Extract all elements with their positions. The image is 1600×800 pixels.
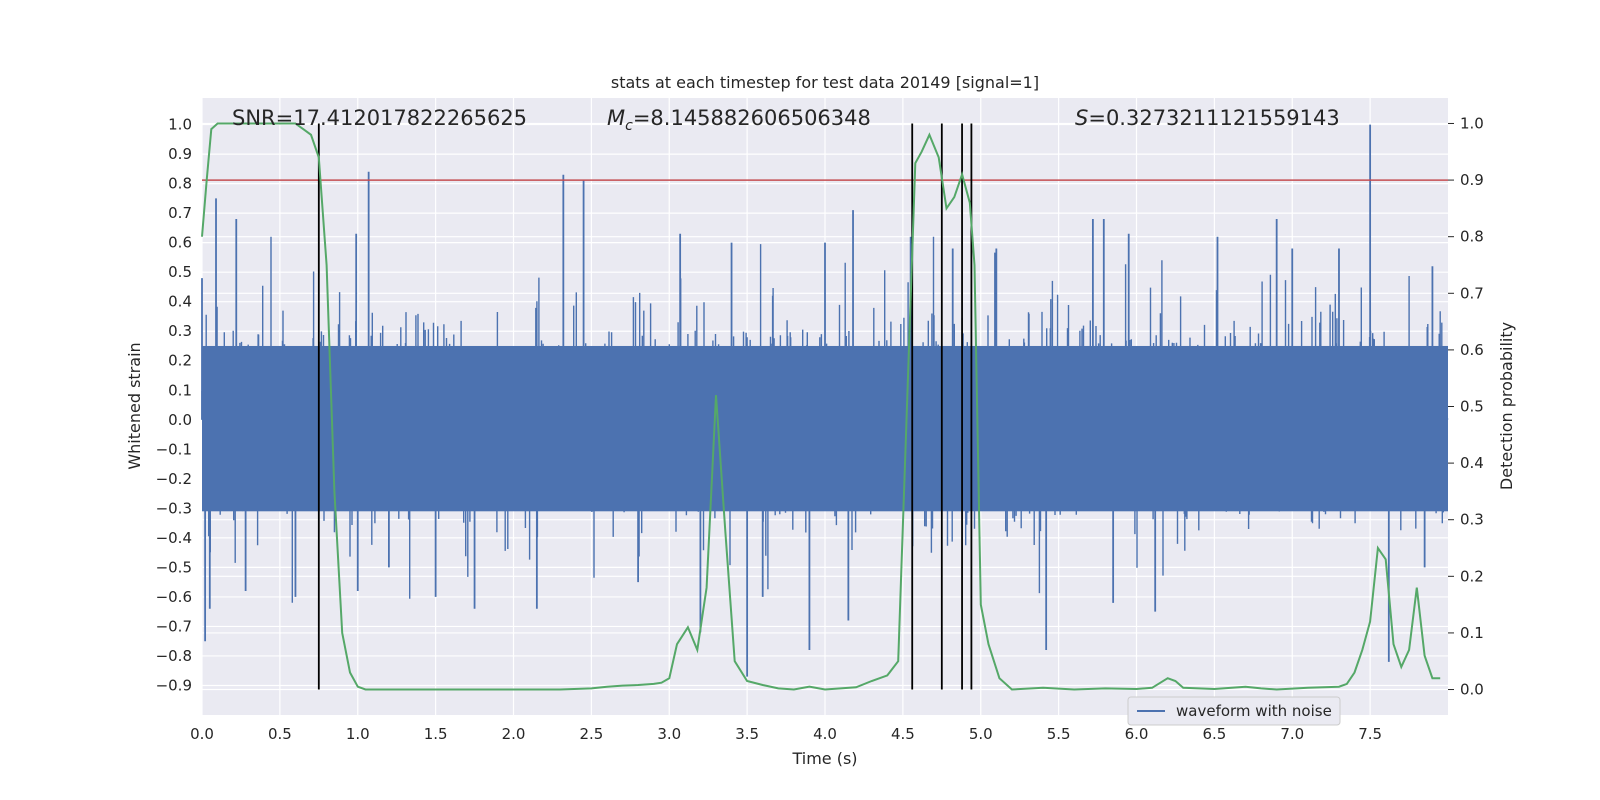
left-tick-label: 0.5 (168, 263, 192, 281)
x-tick-label: 0.5 (268, 725, 292, 743)
right-axis-label: Detection probability (1497, 322, 1516, 490)
x-tick-label: 2.5 (579, 725, 603, 743)
chirp-mass-subscript: c (625, 118, 633, 134)
left-tick-label: 0.6 (168, 234, 192, 252)
legend-box (1127, 696, 1341, 726)
chirp-mass-value: =8.145882606506348 (633, 106, 871, 130)
x-tick-label: 5.5 (1047, 725, 1071, 743)
s-value: =0.3273211121559143 (1088, 106, 1339, 130)
right-tick-label: 0.6 (1460, 341, 1484, 359)
left-tick-label: 0.4 (168, 293, 192, 311)
probability-line (201, 122, 1441, 691)
right-tick-label: 0.0 (1460, 681, 1484, 699)
right-axis-ticks: 0.0 0.1 0.2 0.3 0.4 0.5 0.6 0.7 0.8 0.9 1.0 (1448, 114, 1484, 699)
right-tick-label: 0.2 (1460, 567, 1484, 585)
x-tick-label: 6.5 (1202, 725, 1226, 743)
chart-title: stats at each timestep for test data 201… (611, 73, 1039, 92)
s-symbol: S (1075, 106, 1088, 130)
left-tick-label: −0.1 (156, 440, 192, 458)
left-tick-label: −0.3 (156, 499, 192, 517)
left-tick-label: 0.8 (168, 175, 192, 193)
x-tick-label: 2.0 (502, 725, 526, 743)
right-tick-label: 0.1 (1460, 624, 1484, 642)
s-annotation: S=0.3273211121559143 (1075, 106, 1340, 130)
chirp-mass-symbol: M (607, 106, 625, 130)
left-tick-label: −0.9 (156, 676, 192, 694)
right-tick-label: 0.4 (1460, 454, 1484, 472)
left-tick-label: 1.0 (168, 116, 192, 134)
x-tick-label: 3.5 (735, 725, 759, 743)
probability-series (201, 122, 1441, 691)
x-tick-label: 7.5 (1358, 725, 1382, 743)
right-tick-label: 0.7 (1460, 284, 1484, 302)
x-tick-label: 4.0 (813, 725, 837, 743)
left-tick-label: 0.2 (168, 352, 192, 370)
x-tick-label: 7.0 (1280, 725, 1304, 743)
chirp-mass-annotation: Mc=8.145882606506348 (607, 106, 871, 134)
x-axis-ticks: 0.0 0.5 1.0 1.5 2.0 2.5 3.0 3.5 4.0 4.5 5.0 5.5 6.0 6… (190, 725, 1382, 743)
x-tick-label: 1.0 (346, 725, 370, 743)
legend-label-waveform: waveform with noise (1176, 702, 1332, 720)
x-tick-label: 3.0 (657, 725, 681, 743)
x-tick-label: 4.5 (891, 725, 915, 743)
left-tick-label: −0.4 (156, 529, 192, 547)
left-tick-label: 0.3 (168, 322, 192, 340)
x-tick-label: 5.0 (969, 725, 993, 743)
waveform-series (201, 124, 1449, 677)
left-tick-label: −0.8 (156, 647, 192, 665)
left-tick-label: 0.7 (168, 204, 192, 222)
x-axis-label: Time (s) (791, 749, 857, 768)
right-tick-label: 0.9 (1460, 171, 1484, 189)
legend: waveform with noise (1127, 696, 1341, 726)
x-tick-label: 6.0 (1125, 725, 1149, 743)
x-tick-label: 1.5 (424, 725, 448, 743)
right-tick-label: 0.5 (1460, 398, 1484, 416)
x-tick-label: 0.0 (190, 725, 214, 743)
vertical-markers (317, 123, 973, 690)
left-axis-ticks: −0.9 −0.8 −0.7 −0.6 −0.5 −0.4 −0.3 −0.2 −0.1 0.0 0… (156, 116, 192, 695)
right-tick-label: 1.0 (1460, 114, 1484, 132)
right-tick-label: 0.3 (1460, 511, 1484, 529)
left-tick-label: 0.0 (168, 411, 192, 429)
left-tick-label: −0.5 (156, 558, 192, 576)
snr-annotation: SNR=17.412017822265625 (232, 106, 527, 130)
right-tick-label: 0.8 (1460, 228, 1484, 246)
left-tick-label: 0.1 (168, 381, 192, 399)
left-tick-label: 0.9 (168, 145, 192, 163)
left-tick-label: −0.7 (156, 617, 192, 635)
left-tick-label: −0.6 (156, 588, 192, 606)
left-axis-label: Whitened strain (125, 342, 144, 469)
left-tick-label: −0.2 (156, 470, 192, 488)
